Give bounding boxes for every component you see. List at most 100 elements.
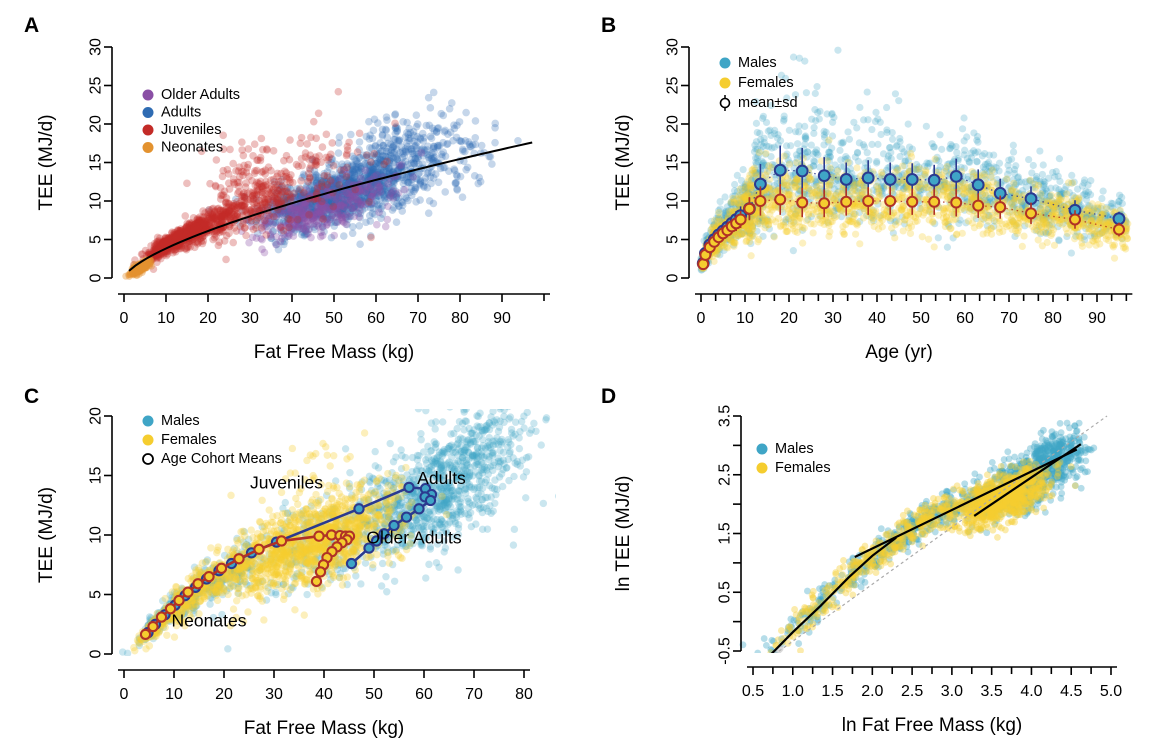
older-adult-fit — [973, 443, 1082, 517]
female-mean-series — [697, 184, 1125, 271]
legend-label: Neonates — [161, 140, 223, 156]
svg-text:60: 60 — [415, 686, 433, 703]
juvenile-adult-fit — [854, 448, 1078, 558]
svg-text:-0.5: -0.5 — [717, 637, 734, 665]
legend-dot-icon — [719, 77, 731, 89]
svg-text:2.5: 2.5 — [717, 464, 734, 486]
legend-label: mean±sd — [738, 95, 798, 111]
svg-text:0.5: 0.5 — [742, 683, 764, 700]
svg-text:30: 30 — [665, 38, 682, 56]
annotation-older-adults: Older Adults — [366, 527, 462, 547]
svg-text:0.5: 0.5 — [717, 581, 734, 603]
legend-label: Juveniles — [161, 122, 221, 138]
y-axis-title: TEE (MJ/d) — [613, 114, 634, 210]
panel-b-letter: B — [601, 14, 617, 37]
y-axis-title: TEE (MJ/d) — [36, 114, 57, 210]
svg-text:90: 90 — [493, 310, 511, 327]
svg-text:0: 0 — [665, 273, 682, 282]
legend-B: Males Females mean±sd — [719, 55, 798, 111]
svg-text:15: 15 — [665, 154, 682, 172]
svg-text:15: 15 — [88, 154, 105, 172]
svg-text:80: 80 — [1044, 310, 1062, 327]
svg-text:20: 20 — [780, 310, 798, 327]
panel-d-scatter-canvas — [577, 371, 1155, 742]
legend-label: Females — [775, 460, 831, 476]
legend-label: Males — [775, 441, 814, 457]
panel-b-overlay: 0 10 20 30 40 50 60 70 80 90 0 5 10 15 20 25 30 Age (yr) T… — [613, 38, 1133, 363]
x-axis-title: Fat Free Mass (kg) — [244, 718, 404, 739]
svg-text:20: 20 — [88, 115, 105, 133]
axes-B — [681, 46, 1133, 302]
legend-dot-icon — [142, 107, 154, 118]
svg-text:10: 10 — [165, 686, 183, 703]
axis-titles-D: ln Fat Free Mass (kg) ln TEE (MJ/d) — [613, 476, 1022, 736]
legend-D: Males Females — [756, 441, 831, 476]
svg-text:15: 15 — [88, 467, 105, 485]
svg-text:30: 30 — [824, 310, 842, 327]
legend-dot-icon — [719, 57, 731, 69]
svg-text:5: 5 — [88, 235, 105, 244]
svg-text:25: 25 — [665, 77, 682, 95]
svg-text:4.0: 4.0 — [1020, 683, 1042, 700]
y-axis-title: ln TEE (MJ/d) — [613, 476, 634, 592]
legend-C: Males Females Age Cohort Means — [142, 413, 282, 467]
panel-b-scatter-canvas — [577, 0, 1155, 371]
svg-text:10: 10 — [157, 310, 175, 327]
svg-text:60: 60 — [956, 310, 974, 327]
panel-c-letter: C — [24, 385, 40, 408]
svg-text:90: 90 — [1088, 310, 1106, 327]
svg-text:20: 20 — [215, 686, 233, 703]
confidence-band — [770, 645, 784, 653]
svg-text:30: 30 — [88, 38, 105, 56]
svg-text:80: 80 — [515, 686, 533, 703]
svg-text:10: 10 — [88, 526, 105, 544]
svg-text:40: 40 — [283, 310, 301, 327]
svg-text:1.5: 1.5 — [821, 683, 843, 700]
panel-d-letter: D — [601, 385, 617, 408]
svg-text:20: 20 — [199, 310, 217, 327]
svg-text:4.5: 4.5 — [1060, 683, 1082, 700]
legend-dot-icon — [142, 89, 154, 101]
tick-labels-C: 0 10 20 30 40 50 60 70 80 0 5 10 15 20 — [88, 407, 534, 703]
axes-D — [733, 415, 1117, 675]
axis-titles-B: Age (yr) TEE (MJ/d) — [613, 114, 933, 363]
svg-text:3.5: 3.5 — [981, 683, 1003, 700]
svg-text:30: 30 — [265, 686, 283, 703]
svg-text:0: 0 — [120, 686, 129, 703]
svg-text:50: 50 — [365, 686, 383, 703]
svg-text:1.0: 1.0 — [782, 683, 804, 700]
svg-text:10: 10 — [736, 310, 754, 327]
svg-text:2.5: 2.5 — [901, 683, 923, 700]
panel-c-scatter-canvas — [0, 371, 578, 742]
legend-label: Males — [161, 413, 200, 429]
svg-text:0: 0 — [88, 273, 105, 282]
x-axis-title: Age (yr) — [865, 342, 933, 363]
legend-meansd-icon — [719, 97, 731, 109]
svg-text:70: 70 — [1000, 310, 1018, 327]
panel-a: 0 10 20 30 40 50 60 70 80 90 0 5 10 15 20 25 30 Fat Free … — [0, 0, 578, 371]
reference-dashed-line — [775, 415, 1108, 653]
panel-a-scatter-canvas — [0, 0, 578, 371]
svg-text:50: 50 — [325, 310, 343, 327]
legend-label: Older Adults — [161, 87, 240, 103]
svg-text:5.0: 5.0 — [1100, 683, 1122, 700]
svg-text:20: 20 — [665, 115, 682, 133]
svg-text:0: 0 — [120, 310, 129, 327]
fit-lines-D — [770, 415, 1108, 653]
x-axis-title: Fat Free Mass (kg) — [254, 342, 414, 363]
y-axis-title: TEE (MJ/d) — [36, 487, 57, 583]
female-cohort-means — [139, 529, 356, 641]
legend-label: Females — [738, 75, 794, 91]
svg-text:3.5: 3.5 — [717, 405, 734, 427]
annotation-neonates: Neonates — [172, 611, 247, 631]
fit-lines-A — [128, 141, 533, 272]
svg-text:0: 0 — [697, 310, 706, 327]
annotation-adults: Adults — [417, 468, 466, 488]
svg-text:3.0: 3.0 — [941, 683, 963, 700]
panel-c: 0 10 20 30 40 50 60 70 80 0 5 10 15 20 Fat Free Mass (… — [0, 371, 578, 742]
svg-text:25: 25 — [88, 77, 105, 95]
legend-label: Males — [738, 55, 777, 71]
